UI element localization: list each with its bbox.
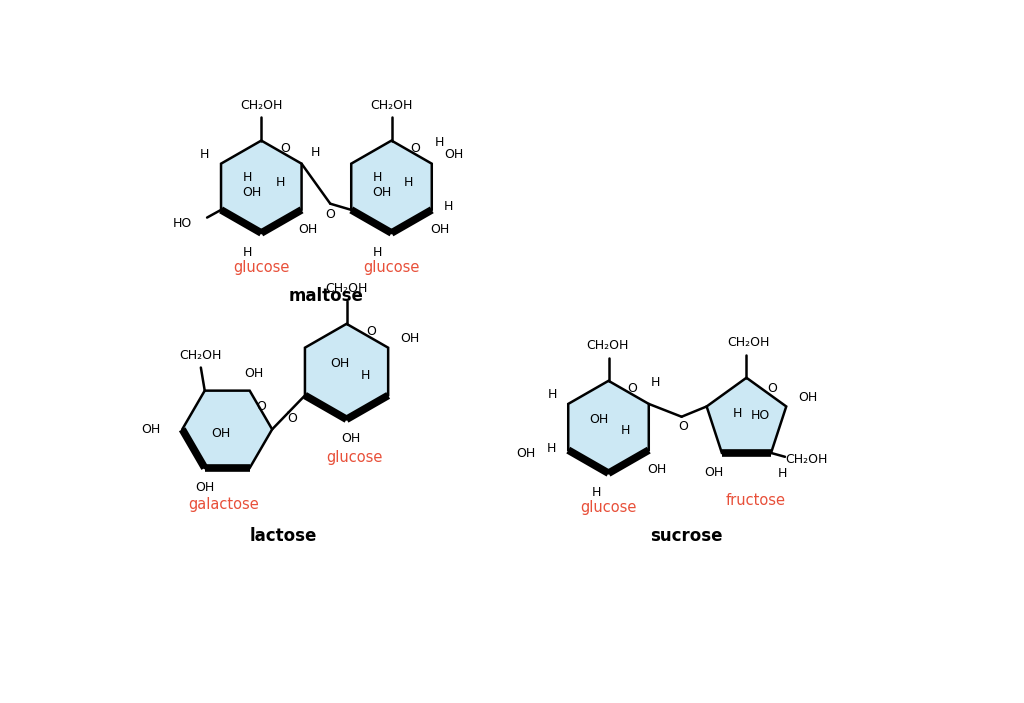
Text: galactose: galactose [188,497,259,512]
Text: HO: HO [172,217,191,230]
Text: O: O [628,382,638,395]
Text: H: H [200,148,209,161]
Text: H: H [311,146,321,159]
Text: OH: OH [373,186,392,200]
Text: O: O [288,412,297,425]
Polygon shape [182,391,272,468]
Text: OH: OH [331,357,350,370]
Polygon shape [351,141,432,233]
Text: OH: OH [799,391,817,404]
Text: OH: OH [243,186,261,200]
Text: CH₂OH: CH₂OH [179,349,222,362]
Text: O: O [411,142,421,155]
Text: HO: HO [751,409,770,422]
Polygon shape [305,324,388,419]
Text: glucose: glucose [581,501,637,515]
Text: CH₂OH: CH₂OH [371,98,413,112]
Text: O: O [367,325,376,338]
Text: glucose: glucose [364,260,420,275]
Text: OH: OH [705,465,724,479]
Text: OH: OH [244,367,263,380]
Text: H: H [243,171,252,184]
Text: O: O [281,142,290,155]
Text: O: O [678,420,688,433]
Text: OH: OH [341,432,360,445]
Text: maltose: maltose [289,287,364,305]
Text: H: H [361,369,371,382]
Text: CH₂OH: CH₂OH [586,339,628,352]
Text: OH: OH [430,223,450,236]
Text: H: H [548,388,557,401]
Text: H: H [592,486,601,499]
Text: O: O [768,382,777,395]
Text: OH: OH [590,413,609,426]
Text: H: H [373,246,382,259]
Text: lactose: lactose [249,527,316,545]
Text: CH₂OH: CH₂OH [785,453,827,465]
Text: H: H [444,200,454,212]
Text: OH: OH [141,423,161,436]
Text: H: H [650,376,659,389]
Text: H: H [403,176,414,189]
Text: H: H [778,467,787,480]
Text: glucose: glucose [233,260,290,275]
Text: CH₂OH: CH₂OH [326,282,368,295]
Text: H: H [276,176,286,189]
Text: fructose: fructose [726,493,785,508]
Text: H: H [621,425,630,437]
Text: sucrose: sucrose [650,527,723,546]
Text: OH: OH [443,148,463,161]
Text: H: H [435,136,444,148]
Text: OH: OH [516,448,536,460]
Text: H: H [243,246,252,259]
Polygon shape [568,381,649,473]
Text: H: H [547,442,556,455]
Text: glucose: glucose [326,451,383,465]
Text: CH₂OH: CH₂OH [727,336,769,349]
Text: H: H [373,171,382,184]
Polygon shape [221,141,302,233]
Text: OH: OH [196,481,214,494]
Text: OH: OH [647,463,667,476]
Text: CH₂OH: CH₂OH [240,98,283,112]
Polygon shape [707,378,786,453]
Text: OH: OH [298,223,317,236]
Text: O: O [326,208,335,221]
Text: OH: OH [400,332,420,345]
Text: H: H [732,406,741,420]
Text: OH: OH [211,427,230,439]
Text: O: O [256,399,266,413]
